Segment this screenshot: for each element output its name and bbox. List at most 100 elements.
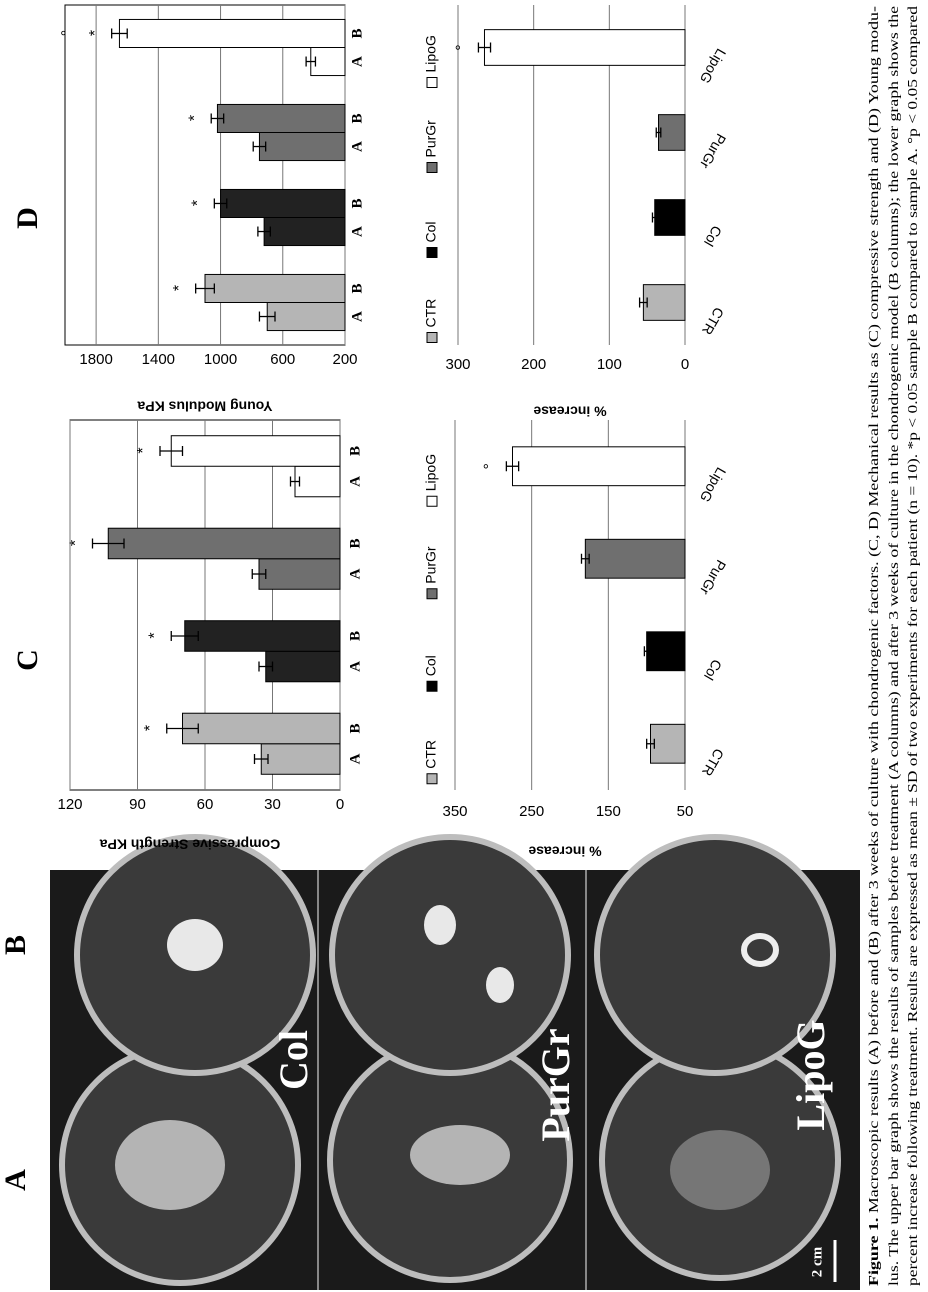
bar-group-label: A xyxy=(349,311,365,322)
legend-swatch xyxy=(426,495,438,507)
bar-group-label: A xyxy=(349,226,365,237)
bar xyxy=(107,527,341,560)
bar xyxy=(258,558,341,590)
photo-label: Col xyxy=(271,1030,316,1090)
samples xyxy=(115,905,779,1210)
bar xyxy=(258,132,346,162)
caption-line: percent increase following treatment. Re… xyxy=(906,6,921,1286)
legend-label: Col xyxy=(423,221,439,242)
legend-swatch xyxy=(426,332,438,343)
value-tick-label: 600 xyxy=(270,351,295,368)
axis-title: Compressive Strength KPa xyxy=(100,836,281,852)
bar-group-label: B xyxy=(347,446,363,456)
bar xyxy=(220,188,346,218)
bar-group-label: B xyxy=(349,283,365,293)
bar xyxy=(512,446,686,487)
significance-marker: * xyxy=(190,200,207,206)
category-label: CTR xyxy=(699,746,727,779)
panel-label: A xyxy=(0,1169,32,1191)
value-tick-label: 0 xyxy=(681,356,689,373)
panel-label: C xyxy=(11,649,44,671)
category-label: PurGr xyxy=(697,557,730,598)
caption-line: Figure 1. Macroscopic results (A) before… xyxy=(867,6,882,1286)
value-tick-label: 200 xyxy=(521,356,546,373)
bar xyxy=(646,631,686,672)
sample xyxy=(670,1130,770,1210)
sample xyxy=(167,919,223,971)
bar-group-label: A xyxy=(349,56,365,67)
significance-marker: ° xyxy=(59,30,76,36)
significance-marker: * xyxy=(186,115,203,121)
axis-title: Young Modulus KPa xyxy=(137,398,272,414)
legend-swatch xyxy=(426,162,438,173)
value-tick-label: 50 xyxy=(677,803,694,820)
caption-label: Figure 1. xyxy=(867,1218,882,1286)
bar-group-label: A xyxy=(347,753,363,764)
significance-marker: ° xyxy=(454,44,471,50)
bar-group-label: A xyxy=(347,476,363,487)
bar-group-label: B xyxy=(347,723,363,733)
bar xyxy=(658,114,686,151)
significance-marker: * xyxy=(146,632,163,638)
sample xyxy=(115,1120,225,1210)
value-tick-label: 60 xyxy=(197,796,214,813)
bar xyxy=(204,273,346,304)
significance-marker: * xyxy=(171,285,188,291)
value-tick-label: 100 xyxy=(597,356,622,373)
value-tick-label: 1800 xyxy=(79,351,112,368)
bar-group-label: A xyxy=(347,568,363,579)
legend-swatch xyxy=(426,247,438,258)
caption: Figure 1. Macroscopic results (A) before… xyxy=(867,6,921,1286)
bar xyxy=(294,465,341,498)
bar xyxy=(584,538,686,579)
caption-text: Macroscopic results (A) before and (B) a… xyxy=(867,6,882,1214)
bar xyxy=(216,103,346,133)
panel-label: D xyxy=(11,207,44,229)
legend-swatch xyxy=(426,77,438,88)
value-tick-label: 1000 xyxy=(204,351,237,368)
value-tick-label: 120 xyxy=(57,796,82,813)
value-tick-label: 300 xyxy=(445,356,470,373)
legend-label: LipoG xyxy=(423,454,439,491)
legend-label: PurGr xyxy=(423,546,439,584)
legend-label: CTR xyxy=(423,740,439,769)
significance-marker: ° xyxy=(482,463,499,469)
bar xyxy=(642,284,686,321)
dish xyxy=(594,834,836,1076)
photo-label: PurGr xyxy=(533,1028,578,1141)
value-tick-label: 0 xyxy=(336,796,344,813)
value-tick-label: 250 xyxy=(519,803,544,820)
value-tick-label: 1400 xyxy=(142,351,175,368)
value-tick-label: 350 xyxy=(442,803,467,820)
scale-bar-label: 2 cm xyxy=(809,1246,825,1277)
axis-title: % increase xyxy=(533,403,606,419)
legend-label: CTR xyxy=(423,299,439,328)
panel-label: B xyxy=(0,935,32,955)
category-label: LipoG xyxy=(697,46,730,86)
legend-label: Col xyxy=(423,655,439,676)
significance-marker: * xyxy=(142,725,159,731)
legend-swatch xyxy=(426,588,438,600)
sample xyxy=(424,905,456,945)
bar xyxy=(260,743,341,775)
axis-title: % increase xyxy=(528,843,601,859)
bar xyxy=(170,435,341,467)
bar xyxy=(650,723,686,764)
legend-swatch xyxy=(426,773,438,785)
legend-swatch xyxy=(426,680,438,692)
category-label: PurGr xyxy=(697,131,730,172)
bar-group-label: B xyxy=(349,198,365,208)
value-tick-label: 200 xyxy=(332,351,357,368)
sample xyxy=(741,933,779,967)
bar-group-label: B xyxy=(349,28,365,38)
sample xyxy=(486,967,514,1003)
value-tick-label: 150 xyxy=(596,803,621,820)
significance-marker: * xyxy=(87,30,104,36)
category-label: Col xyxy=(701,657,725,683)
bar xyxy=(182,712,341,745)
bar xyxy=(118,18,346,48)
bar xyxy=(265,650,341,683)
legend-label: LipoG xyxy=(423,35,439,72)
bar-group-label: B xyxy=(347,631,363,641)
